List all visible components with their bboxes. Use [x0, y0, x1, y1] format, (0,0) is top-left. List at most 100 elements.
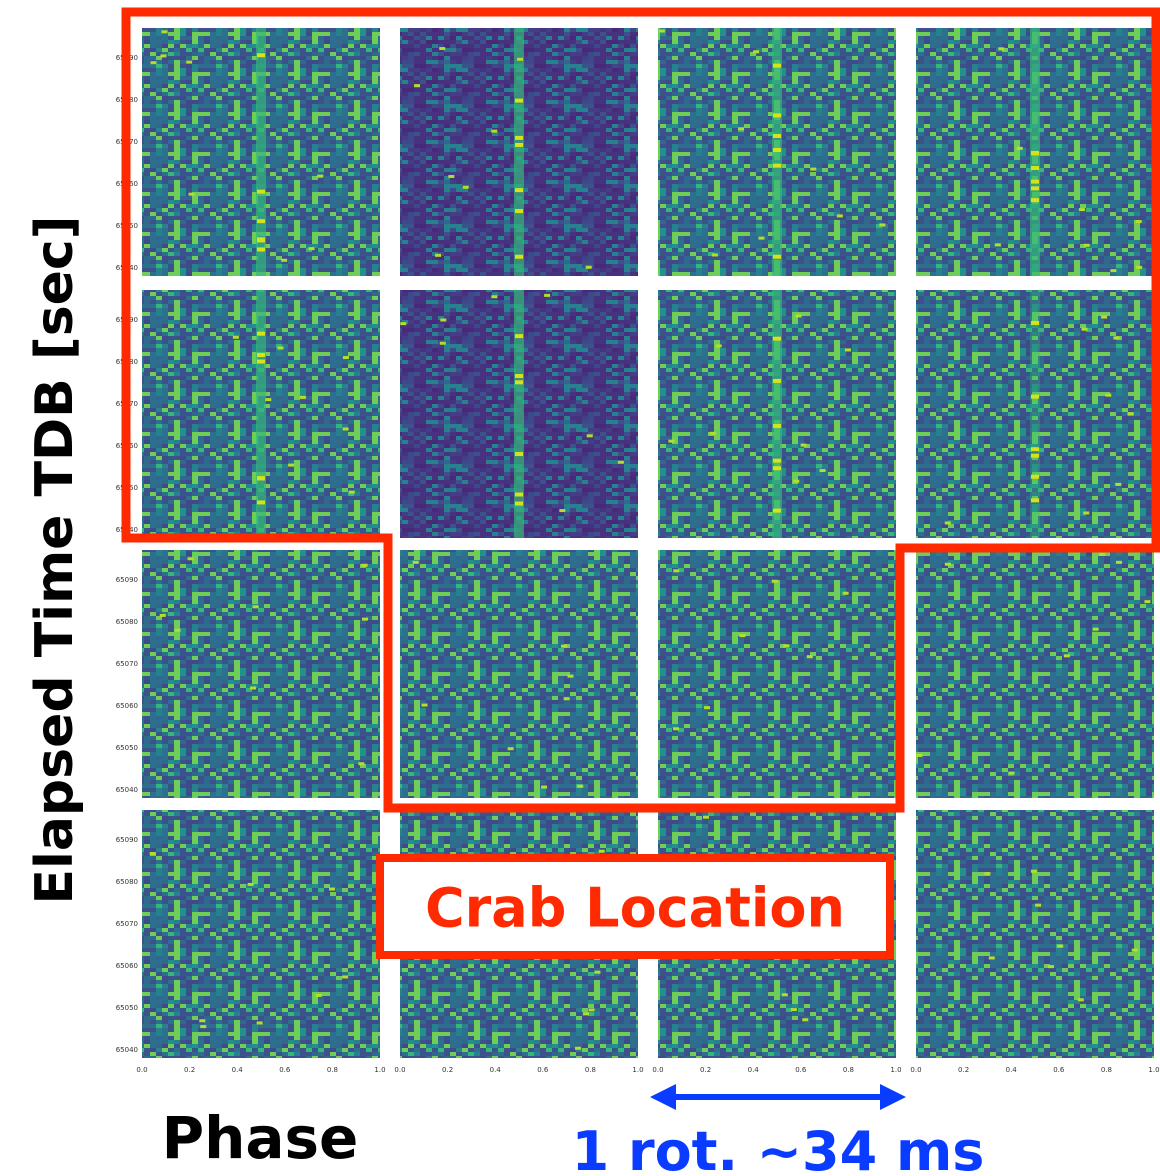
noise-peak: [563, 697, 570, 701]
noise-peak: [247, 882, 254, 886]
noise-peak: [561, 644, 568, 648]
noise-peak: [702, 815, 709, 819]
x-tick-label: 0.8: [585, 1066, 596, 1074]
noise-peak: [594, 970, 601, 974]
noise-peak: [544, 293, 551, 297]
noise-peak: [342, 975, 349, 979]
noise-peak: [583, 1012, 590, 1016]
noise-peak: [250, 686, 257, 690]
noise-peak: [1063, 654, 1070, 658]
y-tick-label: 65080: [116, 878, 138, 886]
pulse-peak: [773, 63, 781, 68]
pulse-peak: [773, 336, 781, 341]
noise-peak: [329, 887, 336, 891]
noise-peak: [668, 439, 675, 443]
noise-peak: [715, 344, 722, 348]
pulse-peak: [515, 373, 523, 378]
noise-peak: [1099, 552, 1106, 556]
pulse-peak: [1031, 186, 1039, 191]
noise-peak: [149, 852, 156, 856]
pulse-peak: [515, 254, 523, 259]
noise-peak: [844, 348, 851, 352]
pulse-peak: [257, 476, 265, 481]
noise-peak: [753, 50, 760, 54]
noise-peak: [342, 427, 349, 431]
noise-peak: [673, 727, 680, 731]
scale-arrow: [650, 1084, 906, 1110]
y-tick-label: 65050: [116, 744, 138, 752]
pulse-peak: [515, 501, 523, 506]
x-tick-label: 1.0: [374, 1066, 385, 1074]
noise-peak: [1057, 944, 1064, 948]
noise-peak: [795, 314, 802, 318]
x-tick-label: 0.8: [1101, 1066, 1112, 1074]
noise-peak: [598, 849, 605, 853]
x-tick-label: 0.0: [652, 1066, 663, 1074]
pulse-peak: [773, 423, 781, 428]
y-tick-label: 65090: [116, 576, 138, 584]
x-tick-label: 0.8: [327, 1066, 338, 1074]
pulse-peak: [773, 466, 781, 471]
noise-peak: [793, 479, 800, 483]
pulse-peak: [773, 508, 781, 513]
noise-peak: [288, 463, 295, 467]
x-tick-label: 1.0: [632, 1066, 643, 1074]
noise-peak: [159, 613, 166, 617]
noise-peak: [199, 1019, 206, 1023]
noise-peak: [1136, 265, 1143, 269]
panel: [658, 550, 896, 798]
noise-peak: [781, 993, 788, 997]
pulse-stripe: [256, 28, 266, 276]
noise-peak: [1016, 146, 1023, 150]
noise-peak: [944, 521, 951, 525]
noise-peak: [585, 265, 592, 269]
noise-peak: [1115, 482, 1122, 486]
pulse-peak: [257, 359, 265, 364]
panel: [142, 550, 380, 798]
annotation: Crab Location: [425, 877, 845, 940]
noise-peak: [358, 762, 365, 766]
pulse-peak: [773, 113, 781, 118]
x-tick-label: 1.0: [890, 1066, 901, 1074]
y-tick-label: 65090: [116, 836, 138, 844]
panel: [916, 290, 1154, 538]
pulse-peak: [515, 380, 523, 385]
pulse-peak: [257, 500, 265, 505]
noise-peak: [1047, 965, 1054, 969]
pulse-peak: [1031, 166, 1039, 171]
noise-peak: [709, 431, 716, 435]
noise-peak: [1092, 627, 1099, 631]
noise-peak: [440, 318, 447, 322]
noise-peak: [783, 644, 790, 648]
pulse-peak: [1031, 447, 1039, 452]
noise-peak: [187, 557, 194, 561]
noise-peak: [252, 605, 259, 609]
noise-peak: [448, 175, 455, 179]
panel: [916, 810, 1154, 1058]
noise-peak: [439, 341, 446, 345]
noise-peak: [577, 784, 584, 788]
noise-peak: [673, 569, 680, 573]
noise-peak: [342, 356, 349, 360]
noise-peak: [567, 674, 574, 678]
noise-peak: [299, 395, 306, 399]
pulse-peak: [257, 247, 265, 252]
noise-peak: [994, 243, 1001, 247]
noise-peak: [277, 346, 284, 350]
y-axis-label: Elapsed Time TDB [sec]: [25, 216, 85, 905]
pulse-peak: [515, 142, 523, 147]
pulse-peak: [257, 353, 265, 358]
pulse-peak: [1031, 474, 1039, 479]
noise-peak: [362, 617, 369, 621]
noise-peak: [160, 54, 167, 58]
pulse-peak: [515, 135, 523, 140]
noise-peak: [256, 1021, 263, 1025]
noise-peak: [414, 84, 421, 88]
noise-peak: [810, 167, 817, 171]
y-tick-label: 65070: [116, 920, 138, 928]
x-tick-label: 0.0: [136, 1066, 147, 1074]
noise-peak: [857, 1008, 864, 1012]
y-tick-label: 65060: [116, 962, 138, 970]
noise-peak: [507, 747, 514, 751]
